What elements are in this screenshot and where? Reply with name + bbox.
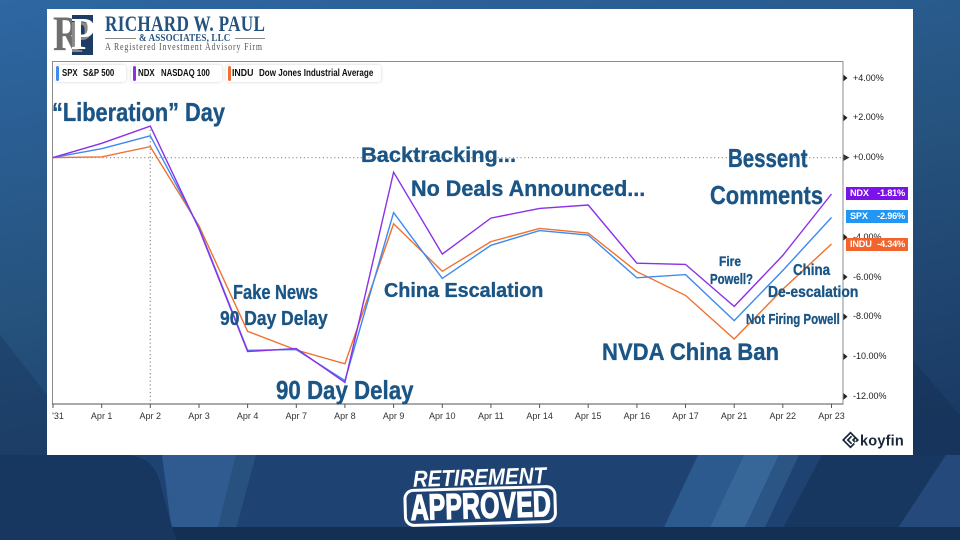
svg-text:koyfin: koyfin (860, 434, 904, 450)
